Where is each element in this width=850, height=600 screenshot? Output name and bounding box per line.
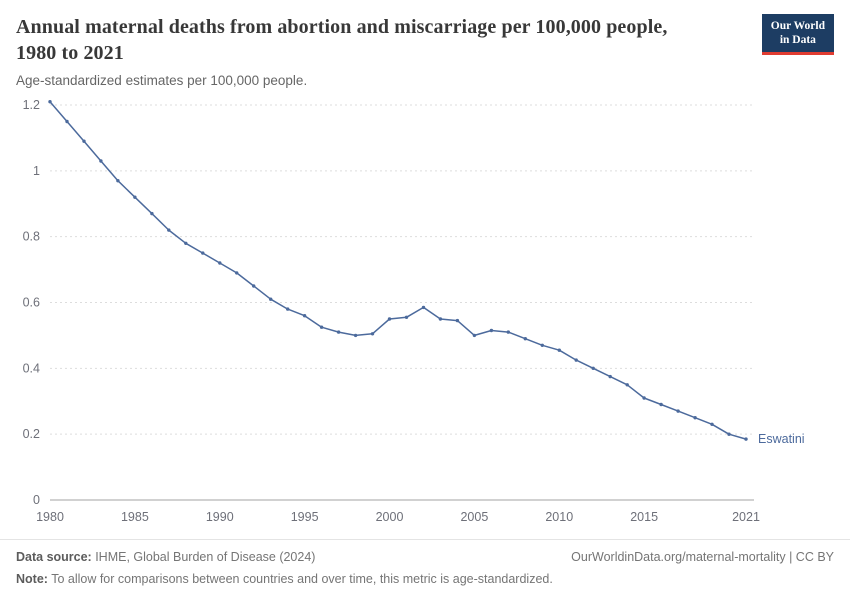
x-tick-label: 2010: [545, 510, 573, 524]
data-point[interactable]: [659, 402, 663, 407]
y-tick-label: 0.4: [23, 361, 40, 375]
owid-logo-line2: in Data: [779, 34, 816, 47]
data-point[interactable]: [540, 343, 544, 347]
owid-logo-line1: Our World: [770, 20, 825, 32]
header-text: Annual maternal deaths from abortion and…: [16, 14, 696, 88]
data-point[interactable]: [82, 139, 86, 143]
data-point[interactable]: [421, 305, 426, 310]
chart-header: Annual maternal deaths from abortion and…: [0, 0, 850, 88]
data-point[interactable]: [116, 179, 120, 183]
data-point[interactable]: [404, 315, 409, 319]
y-tick-label: 1: [33, 164, 40, 178]
data-point[interactable]: [438, 317, 443, 321]
chart-subtitle: Age-standardized estimates per 100,000 p…: [16, 73, 308, 88]
series-label-eswatini[interactable]: Eswatini: [758, 432, 805, 446]
data-point[interactable]: [506, 330, 510, 334]
rights-link[interactable]: OurWorldinData.org/maternal-mortality | …: [571, 550, 834, 565]
x-tick-label: 1995: [291, 510, 319, 524]
y-tick-label: 0.8: [23, 230, 40, 244]
data-point[interactable]: [319, 325, 324, 329]
x-tick-label: 1990: [206, 510, 234, 524]
data-point[interactable]: [455, 318, 460, 323]
data-point[interactable]: [727, 432, 731, 436]
data-point[interactable]: [693, 416, 697, 420]
data-point[interactable]: [744, 437, 748, 441]
data-point[interactable]: [608, 374, 612, 379]
data-point[interactable]: [133, 195, 137, 199]
chart-footer: Data source: IHME, Global Burden of Dise…: [0, 539, 850, 600]
x-tick-label: 2000: [376, 510, 404, 524]
data-point[interactable]: [472, 333, 477, 338]
data-point[interactable]: [625, 383, 629, 387]
data-point[interactable]: [167, 228, 171, 232]
data-source-text[interactable]: IHME, Global Burden of Disease (2024): [91, 550, 316, 565]
data-point[interactable]: [65, 119, 69, 124]
owid-logo[interactable]: Our World in Data: [761, 14, 834, 55]
data-point[interactable]: [99, 159, 103, 163]
data-point[interactable]: [252, 284, 256, 288]
data-point[interactable]: [218, 261, 222, 265]
y-tick-label: 1.2: [23, 98, 40, 112]
data-point[interactable]: [302, 314, 307, 318]
x-tick-label: 2021: [732, 510, 760, 524]
data-point[interactable]: [269, 297, 273, 301]
data-point[interactable]: [387, 317, 392, 321]
y-tick-label: 0: [33, 493, 40, 507]
y-tick-label: 0.2: [23, 427, 40, 441]
data-source-label: Data source:: [16, 550, 92, 565]
data-point[interactable]: [370, 332, 375, 336]
chart-title: Annual maternal deaths from abortion and…: [16, 16, 668, 64]
data-point[interactable]: [353, 333, 358, 338]
data-point[interactable]: [336, 330, 341, 334]
data-point[interactable]: [523, 337, 527, 341]
chart-svg[interactable]: 0 0.2 0.4 0.6 0.8 1 1.2 1980 1985 1990 1995 2000 200…: [0, 90, 850, 535]
data-point[interactable]: [48, 100, 52, 104]
x-tick-label: 2005: [460, 510, 488, 524]
x-tick-label: 2015: [630, 510, 658, 524]
data-point[interactable]: [710, 422, 714, 426]
x-tick-label: 1980: [36, 510, 64, 524]
data-point[interactable]: [235, 271, 239, 275]
footer-row-note: Note: To allow for comparisons between c…: [16, 571, 834, 588]
data-point[interactable]: [489, 328, 494, 333]
data-point[interactable]: [574, 358, 578, 362]
data-point[interactable]: [676, 409, 680, 413]
y-tick-label: 0.6: [23, 296, 40, 310]
data-point[interactable]: [184, 241, 188, 245]
data-point[interactable]: [286, 307, 290, 311]
data-point[interactable]: [642, 396, 646, 400]
data-point[interactable]: [201, 251, 205, 255]
series-line-eswatini: [49, 100, 747, 440]
data-source: Data source: IHME, Global Burden of Dise…: [16, 549, 315, 566]
x-tick-label: 1985: [121, 510, 149, 524]
note-label: Note:: [16, 572, 48, 587]
footer-row-source: Data source: IHME, Global Burden of Dise…: [16, 549, 834, 566]
data-point[interactable]: [557, 348, 561, 352]
chart-area[interactable]: 0 0.2 0.4 0.6 0.8 1 1.2 1980 1985 1990 1995 2000 200…: [0, 90, 850, 540]
data-point[interactable]: [150, 211, 154, 216]
data-point[interactable]: [591, 366, 595, 370]
note-text: To allow for comparisons between countri…: [47, 572, 553, 587]
